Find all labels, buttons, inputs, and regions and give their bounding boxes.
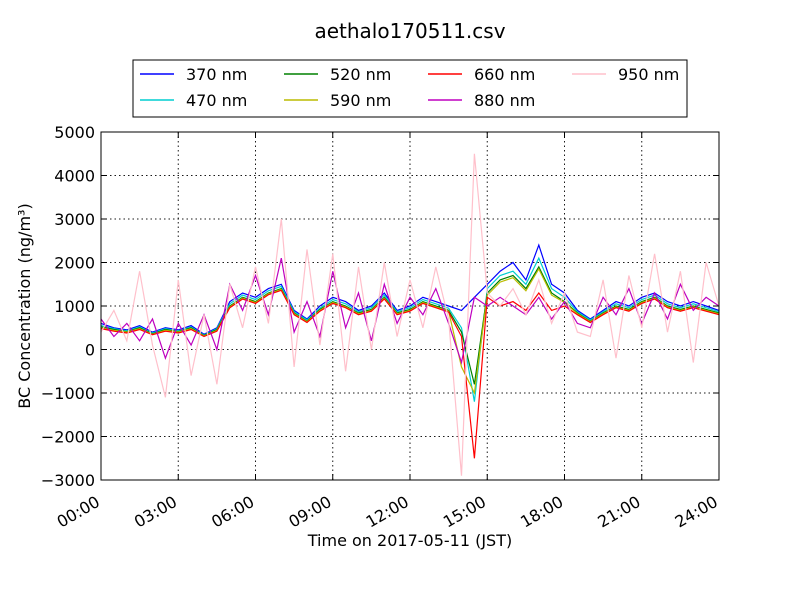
legend-frame — [132, 59, 688, 118]
series-line-370-nm — [100, 243, 720, 335]
y-tick-label: 5000 — [54, 123, 95, 142]
legend-item-370-nm: 370 nm — [140, 65, 247, 84]
legend-item-660-nm: 660 nm — [428, 65, 535, 84]
y-tick-label: 1000 — [54, 297, 95, 316]
legend-label: 950 nm — [618, 65, 679, 84]
y-tick-labels: 5000 4000 3000 2000 1000 0 −1000 −2000 −3000 — [41, 123, 95, 490]
series-line-660-nm — [100, 289, 720, 459]
legend-item-880-nm: 880 nm — [428, 91, 535, 110]
y-tick-label: 0 — [85, 341, 95, 360]
y-tick-label: 2000 — [54, 254, 95, 273]
legend-label: 880 nm — [474, 91, 535, 110]
legend: 370 nm 470 nm 520 nm 590 nm 660 nm 880 nm 950 … — [132, 59, 688, 118]
x-axis-label: Time on 2017-05-11 (JST) — [307, 531, 512, 550]
legend-label: 370 nm — [186, 65, 247, 84]
legend-label: 660 nm — [474, 65, 535, 84]
series-line-950-nm — [100, 153, 720, 476]
legend-items: 370 nm 470 nm 520 nm 590 nm 660 nm 880 nm 950 … — [140, 65, 679, 110]
legend-item-590-nm: 590 nm — [284, 91, 391, 110]
legend-item-470-nm: 470 nm — [140, 91, 247, 110]
y-tick-label: −3000 — [41, 471, 95, 490]
y-tick-label: 4000 — [54, 167, 95, 186]
chart-title: aethalo170511.csv — [314, 19, 505, 43]
y-tick-label: −2000 — [41, 428, 95, 447]
legend-label: 470 nm — [186, 91, 247, 110]
legend-item-950-nm: 950 nm — [572, 65, 679, 84]
legend-label: 520 nm — [330, 65, 391, 84]
tick-layer — [100, 131, 720, 481]
y-tick-label: 3000 — [54, 210, 95, 229]
legend-item-520-nm: 520 nm — [284, 65, 391, 84]
legend-label: 590 nm — [330, 91, 391, 110]
y-axis-label: BC Concentration (ng/m³) — [15, 203, 34, 408]
series-layer — [100, 153, 720, 476]
y-tick-label: −1000 — [41, 384, 95, 403]
